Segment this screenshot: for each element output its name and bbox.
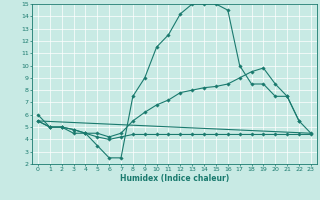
X-axis label: Humidex (Indice chaleur): Humidex (Indice chaleur) (120, 174, 229, 183)
